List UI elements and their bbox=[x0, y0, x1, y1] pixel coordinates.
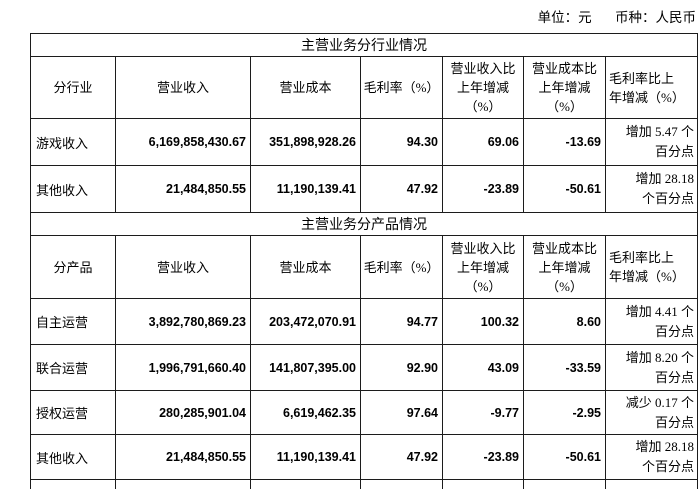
table-row: 授权运营 280,285,901.04 6,619,462.35 97.64 -… bbox=[30, 390, 699, 435]
col-header-product: 分产品 bbox=[30, 235, 116, 299]
col-header-cost-yoy: 营业成本比 上年增减 （%） bbox=[523, 235, 606, 299]
col-header-cost: 营业成本 bbox=[250, 235, 361, 299]
empty-cell bbox=[523, 479, 606, 489]
gross-margin-cell: 97.64 bbox=[360, 390, 443, 435]
cost-yoy-cell: -2.95 bbox=[523, 390, 606, 435]
revenue-yoy-cell: -9.77 bbox=[442, 390, 524, 435]
table-row: 自主运营 3,892,780,869.23 203,472,070.91 94.… bbox=[30, 298, 699, 345]
cost-yoy-cell: -50.61 bbox=[523, 434, 606, 480]
col-header-cost-yoy: 营业成本比 上年增减 （%） bbox=[523, 56, 606, 119]
partial-next-row bbox=[30, 479, 699, 489]
empty-cell bbox=[604, 479, 699, 489]
empty-cell bbox=[30, 479, 116, 489]
section-title: 主营业务分行业情况 bbox=[29, 33, 699, 57]
cost-cell: 203,472,070.91 bbox=[250, 298, 361, 345]
margin-yoy-cell: 增加 4.41 个 百分点 bbox=[604, 298, 699, 345]
currency-label: 币种：人民币 bbox=[615, 10, 696, 25]
section-title: 主营业务分产品情况 bbox=[29, 212, 699, 236]
main-business-table: 主营业务分行业情况 分行业 营业收入 营业成本 毛利率（%） 营业收入比 上年增… bbox=[29, 33, 699, 489]
table-row: 其他收入 21,484,850.55 11,190,139.41 47.92 -… bbox=[30, 434, 699, 480]
margin-yoy-cell: 减少 0.17 个 百分点 bbox=[604, 390, 699, 435]
header-row-product: 分产品 营业收入 营业成本 毛利率（%） 营业收入比 上年增减 （%） 营业成本… bbox=[30, 235, 699, 299]
gross-margin-cell: 94.77 bbox=[360, 298, 443, 345]
col-header-revenue-yoy: 营业收入比 上年增减 （%） bbox=[442, 235, 524, 299]
gross-margin-cell: 94.30 bbox=[360, 118, 443, 166]
margin-yoy-cell: 增加 28.18 个百分点 bbox=[604, 165, 699, 213]
revenue-yoy-cell: -23.89 bbox=[442, 434, 524, 480]
margin-yoy-cell: 增加 5.47 个 百分点 bbox=[604, 118, 699, 166]
col-header-revenue: 营业收入 bbox=[115, 235, 251, 299]
table-row: 联合运营 1,996,791,660.40 141,807,395.00 92.… bbox=[30, 344, 699, 391]
empty-cell bbox=[360, 479, 443, 489]
revenue-cell: 3,892,780,869.23 bbox=[115, 298, 251, 345]
revenue-yoy-cell: 69.06 bbox=[442, 118, 524, 166]
cost-cell: 11,190,139.41 bbox=[250, 165, 361, 213]
col-header-revenue-yoy: 营业收入比 上年增减 （%） bbox=[442, 56, 524, 119]
section-title-row-industry: 主营业务分行业情况 bbox=[29, 33, 699, 57]
section-title-row-product: 主营业务分产品情况 bbox=[29, 212, 699, 236]
row-label-cell: 联合运营 bbox=[30, 344, 116, 391]
margin-yoy-cell: 增加 28.18 个百分点 bbox=[604, 434, 699, 480]
table-row: 其他收入 21,484,850.55 11,190,139.41 47.92 -… bbox=[30, 165, 699, 213]
cost-yoy-cell: -50.61 bbox=[523, 165, 606, 213]
cost-cell: 6,619,462.35 bbox=[250, 390, 361, 435]
revenue-yoy-cell: 100.32 bbox=[442, 298, 524, 345]
row-label-cell: 其他收入 bbox=[30, 165, 116, 213]
cost-cell: 141,807,395.00 bbox=[250, 344, 361, 391]
empty-cell bbox=[442, 479, 524, 489]
margin-yoy-cell: 增加 8.20 个 百分点 bbox=[604, 344, 699, 391]
header-row-industry: 分行业 营业收入 营业成本 毛利率（%） 营业收入比 上年增减 （%） 营业成本… bbox=[30, 56, 699, 119]
row-label-cell: 其他收入 bbox=[30, 434, 116, 480]
row-label-cell: 授权运营 bbox=[30, 390, 116, 435]
revenue-cell: 6,169,858,430.67 bbox=[115, 118, 251, 166]
table-row: 游戏收入 6,169,858,430.67 351,898,928.26 94.… bbox=[30, 118, 699, 166]
empty-cell bbox=[250, 479, 361, 489]
col-header-industry: 分行业 bbox=[30, 56, 116, 119]
revenue-cell: 280,285,901.04 bbox=[115, 390, 251, 435]
row-label-cell: 游戏收入 bbox=[30, 118, 116, 166]
revenue-yoy-cell: -23.89 bbox=[442, 165, 524, 213]
revenue-cell: 1,996,791,660.40 bbox=[115, 344, 251, 391]
col-header-revenue: 营业收入 bbox=[115, 56, 251, 119]
col-header-margin-yoy: 毛利率比上 年增减（%） bbox=[604, 235, 699, 299]
unit-currency-note: 单位：元 币种：人民币 bbox=[538, 6, 696, 26]
col-header-cost: 营业成本 bbox=[250, 56, 361, 119]
gross-margin-cell: 47.92 bbox=[360, 165, 443, 213]
revenue-cell: 21,484,850.55 bbox=[115, 434, 251, 480]
gross-margin-cell: 47.92 bbox=[360, 434, 443, 480]
row-label-cell: 自主运营 bbox=[30, 298, 116, 345]
cost-cell: 11,190,139.41 bbox=[250, 434, 361, 480]
empty-cell bbox=[115, 479, 251, 489]
unit-label: 单位：元 bbox=[537, 10, 592, 25]
cost-yoy-cell: -13.69 bbox=[523, 118, 606, 166]
cost-cell: 351,898,928.26 bbox=[250, 118, 361, 166]
revenue-yoy-cell: 43.09 bbox=[442, 344, 524, 391]
revenue-cell: 21,484,850.55 bbox=[115, 165, 251, 213]
col-header-margin-yoy: 毛利率比上 年增减（%） bbox=[604, 56, 699, 119]
col-header-gross-margin: 毛利率（%） bbox=[360, 56, 443, 119]
cost-yoy-cell: 8.60 bbox=[523, 298, 606, 345]
col-header-gross-margin: 毛利率（%） bbox=[360, 235, 443, 299]
gross-margin-cell: 92.90 bbox=[360, 344, 443, 391]
cost-yoy-cell: -33.59 bbox=[523, 344, 606, 391]
